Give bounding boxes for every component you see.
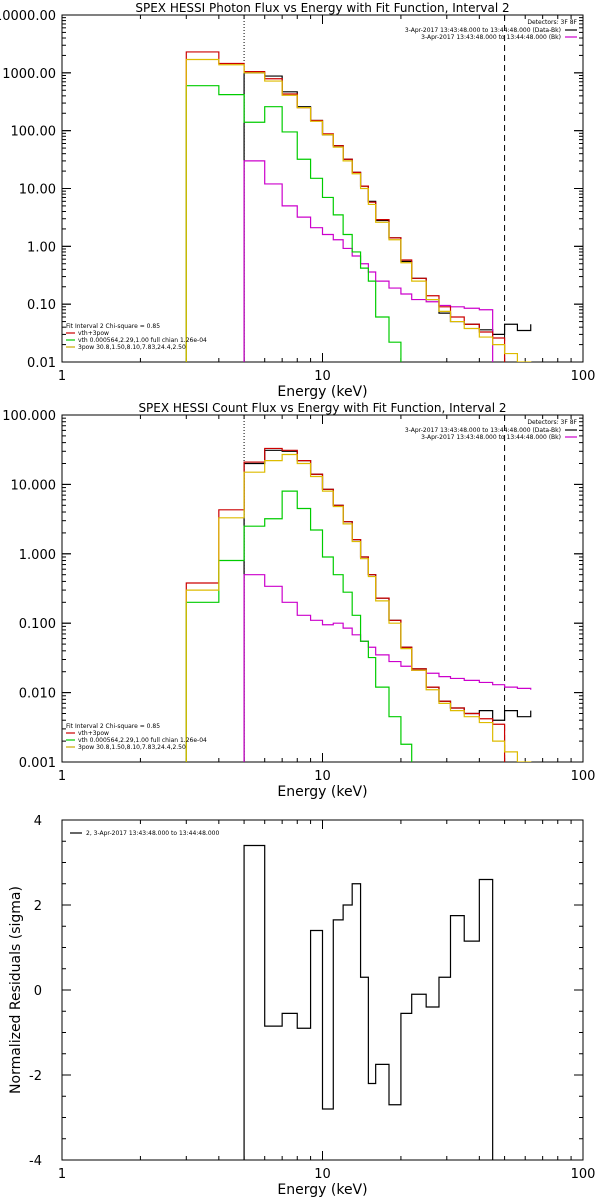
y-tick-label: 0.010 bbox=[19, 687, 56, 702]
x-tick-label: 100 bbox=[571, 369, 596, 384]
fit-info-entry: vth 0.000564,2.29,1.00 full chian 1.26e-… bbox=[78, 337, 207, 344]
fit-info-entry: 3pow 30.8,1.50,8.10,7.83,24.4,2.50 bbox=[78, 344, 186, 351]
series-line-3pow bbox=[185, 453, 532, 762]
fit-info-entry: Fit Interval 2 Chi-square = 0.85 bbox=[66, 323, 160, 330]
y-tick-label: 1000.00 bbox=[2, 67, 56, 82]
y-tick-label: 0.10 bbox=[27, 298, 56, 313]
legend-entry: 3-Apr-2017 13:43:48.000 to 13:44:48.000 … bbox=[421, 434, 561, 441]
series-line-vth-3pow bbox=[185, 447, 506, 762]
panel-title: SPEX HESSI Count Flux vs Energy with Fit… bbox=[138, 401, 506, 415]
series-line-data-bk bbox=[243, 72, 532, 362]
y-tick-label: 0.001 bbox=[19, 756, 56, 771]
residuals-panel: 1 10 100 -4 -2 0 2 4 Energy (keV) Normalized Resi… bbox=[8, 814, 595, 1198]
series-line-vth-3pow bbox=[185, 51, 506, 362]
y-tick-label: 10000.00 bbox=[0, 9, 56, 24]
x-tick-label: 10 bbox=[314, 369, 331, 384]
data-layer bbox=[185, 415, 532, 762]
photon-flux-panel: SPEX HESSI Photon Flux vs Energy with Fi… bbox=[0, 1, 596, 400]
x-tick-label: 1 bbox=[58, 369, 66, 384]
series-line-data-bk bbox=[243, 449, 532, 762]
y-tick-label: 10.00 bbox=[19, 183, 56, 198]
detectors-label: Detectors: 3F 8F bbox=[527, 19, 577, 26]
legend-entry: 2, 3-Apr-2017 13:43:48.000 to 13:44:48.0… bbox=[86, 830, 219, 837]
data-layer bbox=[243, 844, 494, 1160]
y-tick-label: -4 bbox=[29, 1154, 42, 1169]
count-flux-panel: SPEX HESSI Count Flux vs Energy with Fit… bbox=[2, 401, 596, 800]
fit-info-entry: vth+3pow bbox=[78, 330, 109, 337]
fit-info-entry: Fit Interval 2 Chi-square = 0.85 bbox=[66, 723, 160, 730]
y-tick-label: 100.00 bbox=[11, 125, 57, 140]
y-tick-label: 0 bbox=[34, 984, 42, 999]
fit-info-entry: vth+3pow bbox=[78, 730, 109, 737]
panel-title: SPEX HESSI Photon Flux vs Energy with Fi… bbox=[135, 1, 509, 15]
y-axis-label: Normalized Residuals (sigma) bbox=[8, 886, 24, 1094]
y-tick-label: 4 bbox=[34, 814, 42, 829]
legend-entry: 3-Apr-2017 13:43:48.000 to 13:44:48.000 … bbox=[405, 27, 561, 34]
x-tick-label: 1 bbox=[58, 769, 66, 784]
x-tick-label: 10 bbox=[314, 1167, 331, 1182]
y-tick-label: 0.100 bbox=[19, 617, 56, 632]
fit-info-entry: 3pow 30.8,1.50,8.10,7.83,24.4,2.50 bbox=[78, 744, 186, 751]
detectors-label: Detectors: 3F 8F bbox=[527, 419, 577, 426]
fit-info-entry: vth 0.000564,2.29,1.00 full chian 1.26e-… bbox=[78, 737, 207, 744]
series-line-bk bbox=[243, 574, 532, 762]
series-line-3pow bbox=[185, 58, 532, 362]
y-tick-label: 0.01 bbox=[27, 356, 56, 371]
x-axis-label: Energy (keV) bbox=[277, 784, 367, 800]
y-tick-label: 2 bbox=[34, 899, 42, 914]
series-line-0 bbox=[243, 844, 494, 1160]
data-layer bbox=[185, 15, 532, 362]
y-tick-label: 1.000 bbox=[19, 548, 56, 563]
x-axis-label: Energy (keV) bbox=[277, 1182, 367, 1198]
x-tick-label: 100 bbox=[571, 769, 596, 784]
x-tick-label: 100 bbox=[571, 1167, 596, 1182]
x-tick-label: 10 bbox=[314, 769, 331, 784]
y-tick-label: -2 bbox=[29, 1069, 42, 1084]
legend-entry: 3-Apr-2017 13:43:48.000 to 13:44:48.000 … bbox=[421, 34, 561, 41]
y-tick-label: 100.000 bbox=[2, 409, 56, 424]
series-line-vth bbox=[185, 490, 413, 762]
x-tick-label: 1 bbox=[58, 1167, 66, 1182]
x-axis-label: Energy (keV) bbox=[277, 384, 367, 400]
series-line-vth bbox=[185, 85, 402, 362]
y-tick-label: 1.00 bbox=[27, 240, 56, 255]
y-tick-label: 10.000 bbox=[11, 478, 57, 493]
legend-entry: 3-Apr-2017 13:43:48.000 to 13:44:48.000 … bbox=[405, 427, 561, 434]
